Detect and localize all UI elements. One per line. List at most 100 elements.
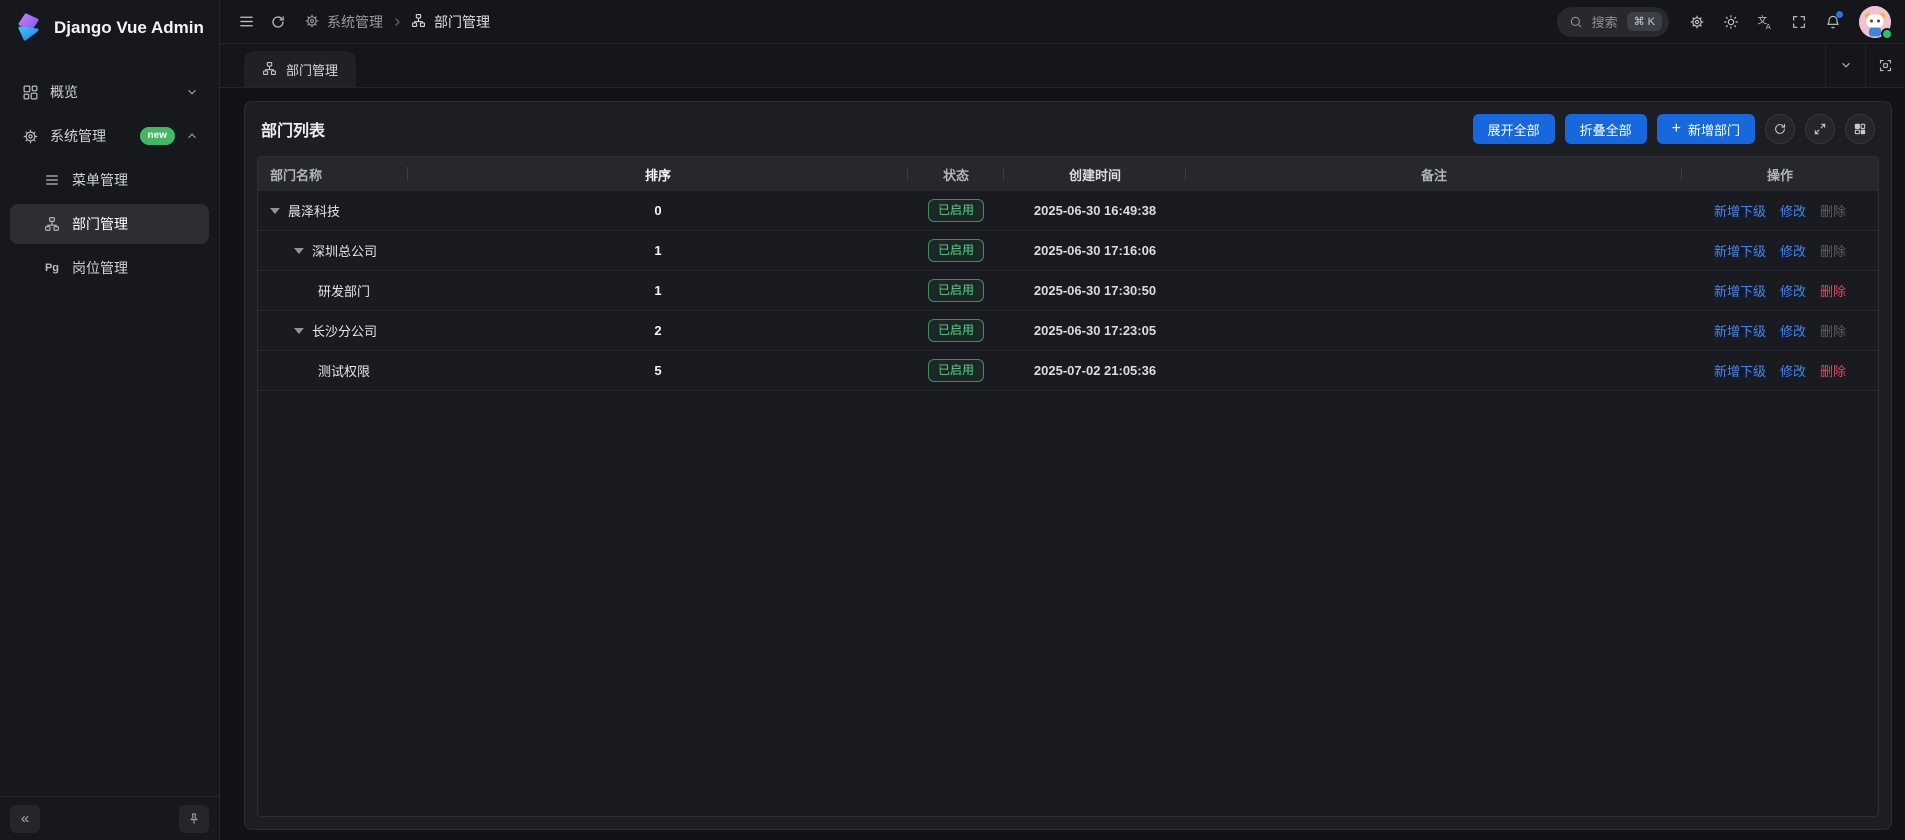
sidebar-item-overview[interactable]: 概览	[10, 72, 209, 112]
new-badge: new	[139, 127, 175, 145]
sidebar-item-label: 概览	[50, 84, 78, 100]
add-department-button[interactable]: + 新增部门	[1656, 114, 1755, 144]
tab-list-dropdown-button[interactable]	[1825, 43, 1865, 87]
table-refresh-button[interactable]	[1765, 114, 1795, 144]
topbar-actions: 搜索 ⌘ K	[1556, 5, 1893, 40]
column-header-actions: 操作	[1766, 167, 1793, 183]
sidebar-footer: «	[0, 796, 219, 840]
status-cell: 已启用	[908, 199, 1004, 222]
translate-icon: 文 A	[1756, 13, 1774, 31]
language-switch-button[interactable]: 文 A	[1749, 6, 1781, 38]
delete-link[interactable]: 删除	[1820, 244, 1847, 259]
breadcrumb-item-system[interactable]: 系统管理	[304, 12, 383, 32]
tabbar-controls	[1825, 43, 1905, 87]
actions-cell: 新增下级 修改 删除	[1682, 321, 1878, 340]
edit-link[interactable]: 修改	[1779, 324, 1806, 339]
svg-text:A: A	[1766, 21, 1771, 30]
add-child-link[interactable]: 新增下级	[1713, 244, 1766, 259]
status-cell: 已启用	[908, 319, 1004, 342]
breadcrumb: 系统管理 部门管理	[304, 12, 490, 32]
sidebar-item-post-management[interactable]: Pg 岗位管理	[10, 248, 209, 288]
preferences-button[interactable]	[1681, 6, 1713, 38]
dept-name-cell: 晨泽科技	[258, 201, 408, 220]
delete-link[interactable]: 删除	[1820, 284, 1847, 299]
chevron-up-icon	[185, 129, 199, 143]
add-child-link[interactable]: 新增下级	[1713, 284, 1766, 299]
delete-link[interactable]: 删除	[1820, 364, 1847, 379]
search-input[interactable]: 搜索 ⌘ K	[1556, 6, 1669, 37]
bell-icon	[1825, 14, 1841, 30]
sidebar-item-system[interactable]: 系统管理 new	[10, 116, 209, 156]
row-expand-caret[interactable]	[294, 247, 304, 254]
delete-link[interactable]: 删除	[1820, 204, 1847, 219]
fullscreen-button[interactable]	[1783, 6, 1815, 38]
edit-link[interactable]: 修改	[1779, 284, 1806, 299]
svg-text:文: 文	[1758, 13, 1768, 26]
fullscreen-icon	[1791, 14, 1807, 30]
table-row: 晨泽科技 0 已启用 2025-06-30 16:49:38 新增下级 修改 删除	[258, 191, 1878, 231]
column-header-sort: 排序	[408, 165, 908, 184]
sidebar-item-label: 部门管理	[72, 216, 128, 232]
sidebar-item-department-management[interactable]: 部门管理	[10, 204, 209, 244]
edit-link[interactable]: 修改	[1779, 204, 1806, 219]
notification-dot	[1836, 10, 1843, 18]
status-badge: 已启用	[927, 279, 984, 302]
logo-row[interactable]: Django Vue Admin	[0, 0, 219, 56]
sidebar-item-label: 菜单管理	[72, 172, 128, 188]
search-shortcut-badge: ⌘ K	[1626, 12, 1662, 31]
sidebar-pin-button[interactable]	[179, 804, 209, 833]
notifications-button[interactable]	[1817, 6, 1849, 38]
add-child-link[interactable]: 新增下级	[1713, 364, 1766, 379]
delete-link[interactable]: 删除	[1820, 324, 1847, 339]
table-fullscreen-button[interactable]	[1805, 114, 1835, 144]
theme-toggle-button[interactable]	[1715, 6, 1747, 38]
add-child-link[interactable]: 新增下级	[1713, 204, 1766, 219]
breadcrumb-label: 部门管理	[434, 13, 490, 30]
online-status-dot	[1881, 27, 1893, 40]
app-title: Django Vue Admin	[54, 18, 204, 37]
department-table: 部门名称 排序 状态 创建时间 备注 操作 晨泽科技 0 已启用 2025-06-30…	[257, 156, 1879, 817]
column-header-name: 部门名称	[258, 165, 408, 184]
edit-link[interactable]: 修改	[1779, 364, 1806, 379]
sidebar-menu: 概览 系统管理 new	[0, 56, 219, 796]
sidebar-item-menu-management[interactable]: 菜单管理	[10, 160, 209, 200]
actions-cell: 新增下级 修改 删除	[1682, 241, 1878, 260]
table-header: 部门名称 排序 状态 创建时间 备注 操作	[258, 157, 1878, 191]
expand-all-button[interactable]: 展开全部	[1472, 114, 1555, 144]
dept-name-cell: 长沙分公司	[258, 321, 408, 340]
status-cell: 已启用	[908, 359, 1004, 382]
row-expand-caret[interactable]	[294, 327, 304, 334]
add-department-label: 新增部门	[1687, 122, 1740, 138]
gear-icon	[304, 13, 321, 30]
sidebar-collapse-button[interactable]: «	[10, 804, 40, 833]
search-icon	[1569, 15, 1583, 29]
card-toolbar: 展开全部 折叠全部 + 新增部门	[1472, 114, 1875, 144]
pin-icon	[187, 812, 201, 826]
expand-arrows-icon	[1813, 122, 1827, 136]
layout-grid-icon	[1853, 122, 1867, 136]
user-avatar[interactable]	[1859, 5, 1893, 40]
pg-text-icon: Pg	[44, 262, 60, 274]
status-cell: 已启用	[908, 239, 1004, 262]
collapse-all-button[interactable]: 折叠全部	[1564, 114, 1647, 144]
page-refresh-button[interactable]	[262, 6, 294, 38]
search-placeholder: 搜索	[1591, 15, 1618, 30]
edit-link[interactable]: 修改	[1779, 244, 1806, 259]
content-maximize-button[interactable]	[1865, 43, 1905, 87]
avatar-image	[1859, 5, 1891, 38]
add-child-link[interactable]: 新增下级	[1713, 324, 1766, 339]
created-time-cell: 2025-06-30 17:16:06	[1033, 243, 1157, 258]
created-time-cell: 2025-06-30 17:23:05	[1033, 323, 1157, 338]
page-content: 部门列表 展开全部 折叠全部 + 新增部门	[220, 88, 1905, 840]
dept-name: 长沙分公司	[312, 324, 378, 339]
chevron-down-icon	[185, 85, 199, 99]
tab-department-management[interactable]: 部门管理	[244, 51, 357, 87]
org-chart-icon	[411, 13, 428, 30]
sidebar-toggle-button[interactable]	[230, 6, 262, 38]
column-settings-button[interactable]	[1845, 114, 1875, 144]
org-chart-icon	[262, 61, 278, 77]
dept-name-cell: 研发部门	[258, 281, 408, 300]
status-badge: 已启用	[927, 359, 984, 382]
row-expand-caret[interactable]	[270, 207, 280, 214]
sort-cell: 1	[654, 243, 662, 258]
